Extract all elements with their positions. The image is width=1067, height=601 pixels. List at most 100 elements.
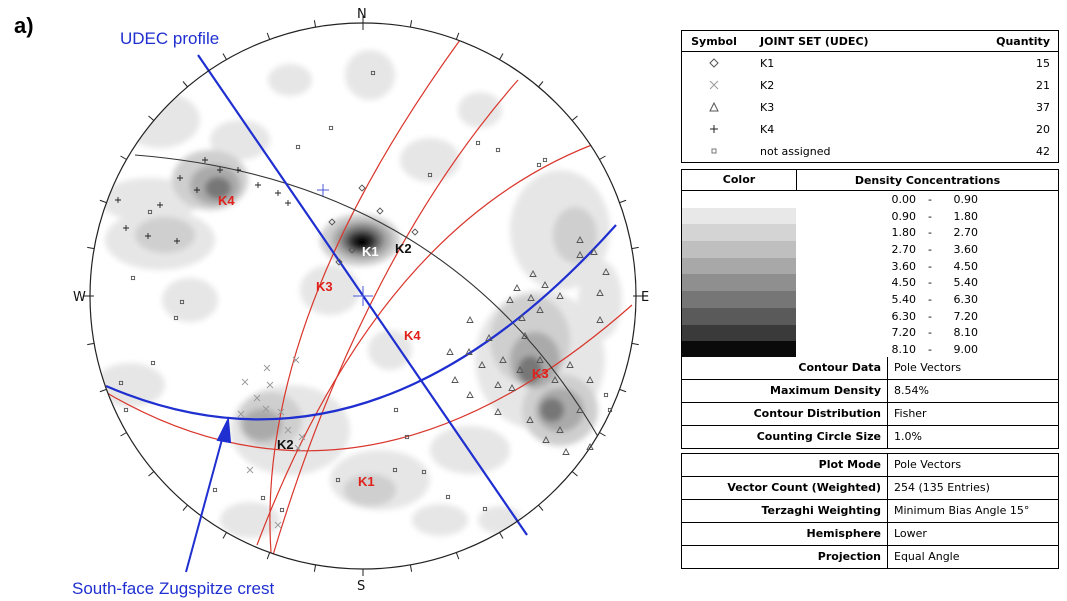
range-high: 1.80 [953, 209, 979, 223]
density-swatch [682, 291, 796, 308]
pole-square [279, 507, 285, 513]
diamond-icon [709, 58, 719, 68]
range-low: 3.60 [891, 259, 917, 273]
south-face-label: South-face Zugspitze crest [72, 579, 274, 598]
k3-right-label: K3 [532, 366, 549, 381]
pole-square [335, 477, 341, 483]
pole-plus [194, 187, 200, 193]
density-range-row: 6.30- 7.20 [796, 308, 1058, 325]
south-face-arrow [185, 416, 232, 573]
density-swatch [682, 224, 796, 242]
joint-set-name: K2 [760, 78, 775, 92]
pole-triangle [521, 332, 529, 339]
pole-plus [145, 233, 151, 239]
pole-diamond [328, 218, 336, 226]
pole-triangle [508, 384, 516, 391]
property-value: 8.54% [894, 384, 929, 397]
rim-tick [619, 388, 627, 393]
range-high: 3.60 [953, 242, 979, 256]
pole-square [536, 162, 542, 168]
pole-cross [253, 394, 261, 402]
property-label: Plot Mode [682, 454, 888, 476]
symbol-header: Symbol [691, 34, 737, 48]
pole-triangle [527, 294, 535, 301]
pole-cross [237, 410, 245, 418]
rim-tick [313, 20, 317, 28]
pole-triangle [506, 296, 514, 303]
property-value: Pole Vectors [894, 458, 962, 471]
property-row: Contour Data Pole Vectors [682, 357, 1058, 379]
range-low: 0.00 [891, 192, 917, 206]
pole-triangle [566, 361, 574, 368]
pole-triangle [451, 376, 459, 383]
rim-tick [619, 199, 627, 204]
property-value: Pole Vectors [894, 361, 962, 374]
pole-triangle [576, 406, 584, 413]
rim-tick [499, 532, 504, 539]
rim-tick [182, 504, 188, 511]
range-high: 5.40 [953, 276, 979, 290]
range-low: 0.90 [891, 209, 917, 223]
joint-set-header-label: JOINT SET (UDEC) [760, 34, 869, 48]
rim-tick [631, 246, 639, 250]
pole-square [147, 209, 153, 215]
joint-set-name: K1 [760, 56, 775, 70]
great-circles [101, 39, 633, 566]
pole-square [475, 140, 481, 146]
rim-tick [266, 32, 271, 40]
pole-triangle [556, 426, 564, 433]
k3-left-label: K3 [316, 279, 333, 294]
pole-square [150, 360, 156, 366]
pole-triangle [596, 316, 604, 323]
pole-triangle [466, 316, 474, 323]
density-swatch [682, 324, 796, 342]
square-icon [711, 148, 717, 154]
range-low: 6.30 [891, 309, 917, 323]
rim-tick [87, 342, 95, 346]
pole-plus [255, 182, 261, 188]
property-value: Minimum Bias Angle 15° [894, 504, 1030, 517]
pole-triangle [586, 443, 594, 450]
pole-triangle [576, 251, 584, 258]
pole-square [179, 299, 185, 305]
density-range-row: 2.70- 3.60 [796, 241, 1058, 258]
pole-triangle [551, 376, 559, 383]
density-range-row: 0.00- 0.90 [796, 191, 1058, 208]
figure-label: a) [14, 13, 34, 38]
k4-label: K4 [218, 193, 235, 208]
property-row: Hemisphere Lower [682, 522, 1058, 545]
great-circle-black [134, 154, 601, 441]
compass-west: W [73, 290, 86, 305]
property-label: Projection [682, 546, 888, 568]
pole-cross [277, 408, 285, 416]
density-range-row: 1.80- 2.70 [796, 224, 1058, 241]
range-separator: - [928, 343, 932, 357]
pole-plus [235, 167, 241, 173]
joint-quantity: 37 [1036, 100, 1050, 114]
rim-tick [409, 564, 413, 572]
pole-triangle [536, 306, 544, 313]
rim-tick [409, 20, 413, 28]
pole-square [603, 392, 609, 398]
pole-triangle [536, 356, 544, 363]
pole-square [404, 434, 410, 440]
pole-triangle [596, 289, 604, 296]
property-value: 254 (135 Entries) [894, 481, 990, 494]
density-range-row: 3.60- 4.50 [796, 258, 1058, 275]
range-high: 0.90 [953, 192, 979, 206]
center-cross [317, 184, 373, 306]
range-separator: - [928, 209, 932, 223]
stereonet: a) [14, 7, 649, 598]
pole-triangle [513, 284, 521, 291]
density-swatch [682, 307, 796, 325]
k1-bottom-label: K1 [358, 474, 375, 489]
udec-profile-label: UDEC profile [120, 29, 219, 48]
k1-center-label: K1 [362, 244, 379, 259]
pole-triangle [518, 314, 526, 321]
triangle-icon [709, 102, 719, 112]
joint-set-row: K1 15 [682, 52, 1058, 74]
pole-square [260, 495, 266, 501]
pole-square [427, 172, 433, 178]
range-high: 9.00 [953, 343, 979, 357]
pole-square [295, 144, 301, 150]
